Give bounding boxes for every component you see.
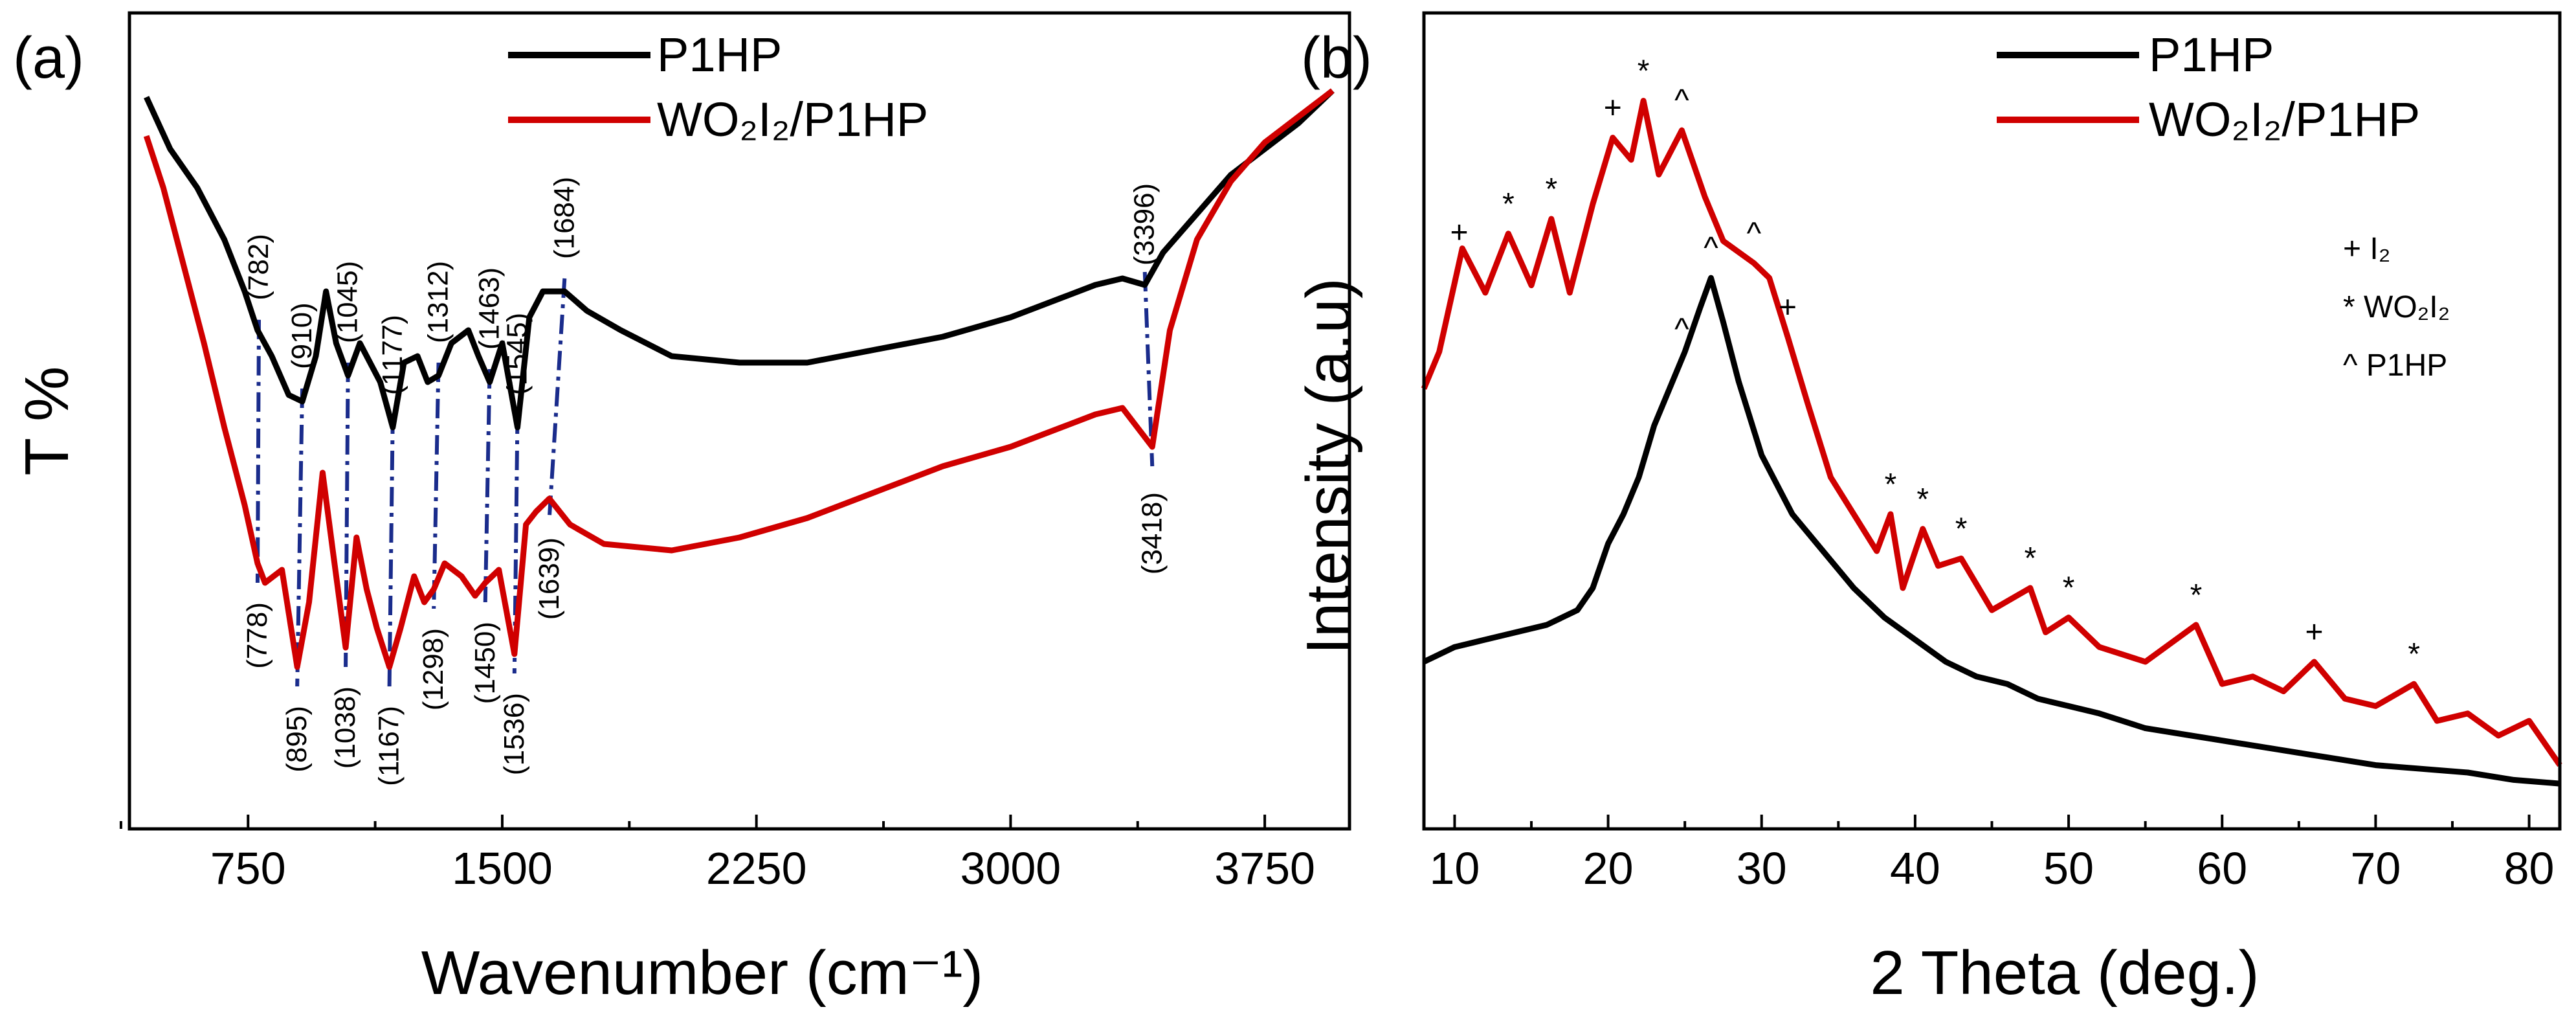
peak-label-wo2i2: (1038) <box>329 686 361 769</box>
xrd-line-wo2i2 <box>1421 98 2562 767</box>
panel-a-xticks: 750 1500 2250 3000 3750 <box>119 815 1315 894</box>
peak-label-wo2i2: (1450) <box>469 622 501 704</box>
panel-a-xtick-label: 3000 <box>960 843 1061 894</box>
series-line-wo2i2 <box>143 88 1335 670</box>
peak-label-p1hp: (1463) <box>474 267 505 350</box>
panel-b-ylabel: Intensity (a.u) <box>1294 278 1363 655</box>
peak-label-p1hp: (3396) <box>1129 183 1160 265</box>
peak-marker-wo2i2: * <box>2024 541 2036 576</box>
panel-a-xtick-label: 1500 <box>452 843 553 894</box>
panel-b-legend: P1HP WO₂I₂/P1HP <box>1997 28 2420 146</box>
panel-b-xtick-label: 80 <box>2504 843 2555 894</box>
peak-marker-wo2i2: * <box>1546 172 1558 207</box>
panel-b-series <box>1421 98 2562 787</box>
peak-marker-wo2i2: * <box>1955 512 1968 546</box>
panel-b-xlabel: 2 Theta (deg.) <box>1870 938 2259 1008</box>
panel-a-guides <box>255 271 1155 687</box>
legend-label-p1hp: P1HP <box>657 28 782 82</box>
peak-marker-p1hp: ^ <box>1704 231 1718 265</box>
panel-a-frame <box>128 11 1351 831</box>
panel-b-xtick-label: 10 <box>1429 843 1480 894</box>
peak-guide-line <box>255 319 261 583</box>
peak-guide-line <box>547 278 567 519</box>
panel-b-xtick-label: 20 <box>1583 843 1634 894</box>
peak-label-wo2i2: (3418) <box>1136 492 1168 574</box>
peak-label-wo2i2: (1167) <box>373 706 405 786</box>
peak-label-wo2i2: (1639) <box>533 537 565 620</box>
panel-b-xticks: 10 20 30 40 50 60 70 80 <box>1429 815 2555 894</box>
peak-guide-line <box>295 388 305 687</box>
peak-label-wo2i2: (895) <box>281 706 313 773</box>
key-wo2i2: * WO₂I₂ <box>2343 290 2450 324</box>
peak-marker-wo2i2: * <box>1502 187 1515 221</box>
peak-marker-wo2i2: + <box>2305 615 2324 649</box>
panel-a: (a) P1HP WO₂I₂/P1HP T % Wavenumber (cm⁻¹… <box>12 11 1351 1008</box>
panel-a-label: (a) <box>13 26 84 91</box>
peak-label-p1hp: (1045) <box>332 261 364 343</box>
peak-marker-wo2i2: * <box>1885 468 1897 502</box>
peak-marker-wo2i2: ^ <box>1674 84 1689 118</box>
peak-label-p1hp: (1545) <box>502 313 533 395</box>
peak-label-wo2i2: (1298) <box>417 628 449 710</box>
panel-a-ylabel: T % <box>12 367 82 476</box>
peak-marker-wo2i2: * <box>2063 571 2075 605</box>
panel-b-markers: + * * + * ^ ^ + * * * * * * + * ^ ^ <box>1450 54 2421 672</box>
peak-marker-wo2i2: + <box>1779 290 1797 324</box>
peak-label-p1hp: (1177) <box>377 315 408 395</box>
panel-b-xtick-label: 30 <box>1737 843 1787 894</box>
peak-label-p1hp: (910) <box>286 302 318 369</box>
peak-marker-p1hp: ^ <box>1674 313 1689 347</box>
peak-guide-line <box>483 368 492 603</box>
peak-marker-wo2i2: * <box>1916 482 1929 517</box>
panel-b-marker-key: + I₂ * WO₂I₂ ^ P1HP <box>2343 232 2450 383</box>
peak-guide-line <box>387 414 395 687</box>
panel-b-label: (b) <box>1301 26 1372 91</box>
peak-label-wo2i2: (778) <box>241 602 273 669</box>
peak-label-wo2i2: (1536) <box>498 693 530 775</box>
panel-a-xtick-label: 3750 <box>1214 843 1315 894</box>
xrd-line-p1hp <box>1423 275 2560 787</box>
peak-guide-line <box>344 362 350 668</box>
key-p1hp: ^ P1HP <box>2343 348 2447 383</box>
key-i2: + I₂ <box>2343 232 2390 266</box>
peak-guide-line <box>512 414 520 674</box>
legend-label-wo2i2-b: WO₂I₂/P1HP <box>2149 93 2420 146</box>
panel-b-xtick-label: 40 <box>1890 843 1940 894</box>
panel-a-annotations: (782) (778) (910) (895) (1045) (1038) (1177) (1… <box>241 177 1168 786</box>
peak-marker-wo2i2: * <box>2190 578 2203 613</box>
panel-a-xlabel: Wavenumber (cm⁻¹) <box>421 938 984 1008</box>
peak-marker-wo2i2: * <box>1638 54 1650 89</box>
panel-a-legend: P1HP WO₂I₂/P1HP <box>508 28 928 146</box>
panel-a-xtick-label: 750 <box>210 843 286 894</box>
panel-a-series <box>143 88 1335 670</box>
panel-b-frame <box>1422 11 2562 831</box>
peak-label-p1hp: (1312) <box>423 261 454 343</box>
legend-label-p1hp-b: P1HP <box>2149 28 2274 82</box>
panel-b-xtick-label: 70 <box>2350 843 2401 894</box>
series-line-p1hp <box>144 88 1335 431</box>
panel-b: (b) P1HP WO₂I₂/P1HP + I₂ * WO₂I₂ ^ P1HP … <box>1294 11 2562 1008</box>
peak-label-p1hp: (782) <box>243 234 274 300</box>
peak-guide-line <box>432 362 441 609</box>
panel-b-xtick-label: 50 <box>2043 843 2094 894</box>
peak-marker-wo2i2: + <box>1604 91 1622 126</box>
peak-guide-line <box>1142 271 1155 467</box>
peak-marker-wo2i2: * <box>2408 637 2420 672</box>
peak-marker-wo2i2: + <box>1450 216 1469 250</box>
panel-a-xtick-label: 2250 <box>706 843 807 894</box>
legend-label-wo2i2: WO₂I₂/P1HP <box>657 93 928 146</box>
peak-marker-wo2i2: ^ <box>1747 216 1762 251</box>
panel-b-xtick-label: 60 <box>2197 843 2247 894</box>
peak-label-p1hp: (1684) <box>548 177 580 259</box>
